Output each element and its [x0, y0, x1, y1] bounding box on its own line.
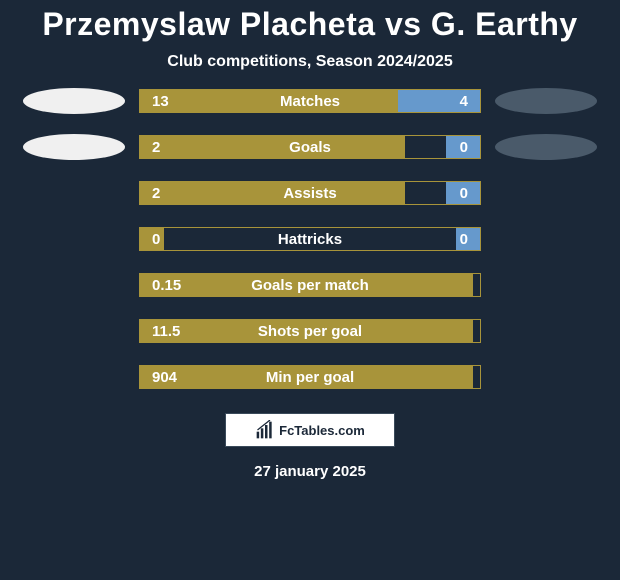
team-logo-left — [23, 88, 125, 114]
stat-bar: 0.15Goals per match — [139, 273, 481, 297]
stat-bar: 20Assists — [139, 181, 481, 205]
page-title: Przemyslaw Placheta vs G. Earthy — [42, 6, 577, 43]
bar-left-fill — [140, 182, 405, 204]
stat-value-right: 0 — [460, 228, 468, 252]
stat-row: 11.5Shots per goal — [0, 319, 620, 343]
stat-value-right: 0 — [460, 182, 468, 206]
stat-row: 0.15Goals per match — [0, 273, 620, 297]
stat-bar: 134Matches — [139, 89, 481, 113]
logo-slot-left — [9, 88, 139, 114]
brand-text: FcTables.com — [279, 423, 365, 438]
bar-left-fill — [140, 366, 473, 388]
stat-bar: 20Goals — [139, 135, 481, 159]
stat-bar: 11.5Shots per goal — [139, 319, 481, 343]
stat-rows: 134Matches20Goals20Assists00Hattricks0.1… — [0, 89, 620, 389]
stat-bar: 0 0Hattricks — [139, 227, 481, 251]
bar-left-fill — [140, 274, 473, 296]
logo-slot-right — [481, 88, 611, 114]
brand-box[interactable]: FcTables.com — [225, 413, 395, 447]
stat-value-left: 0.15 — [152, 274, 181, 298]
stat-value-left: 11.5 — [152, 320, 180, 344]
stat-value-left: 2 — [152, 136, 160, 160]
team-logo-right — [495, 88, 597, 114]
stat-value-left: 2 — [152, 182, 160, 206]
stat-label: Hattricks — [140, 228, 480, 252]
stat-value-left: 0 — [152, 228, 160, 252]
stat-value-left: 13 — [152, 90, 169, 114]
comparison-card: Przemyslaw Placheta vs G. Earthy Club co… — [0, 0, 620, 580]
stat-value-right: 4 — [460, 90, 468, 114]
logo-slot-left — [9, 134, 139, 160]
stat-value-left: 904 — [152, 366, 177, 390]
brand-icon — [255, 420, 275, 440]
team-logo-left — [23, 134, 125, 160]
date-label: 27 january 2025 — [254, 463, 366, 480]
stat-row: 904Min per goal — [0, 365, 620, 389]
bar-left-fill — [140, 90, 398, 112]
stat-value-right: 0 — [460, 136, 468, 160]
stat-row: 20Goals — [0, 135, 620, 159]
team-logo-right — [495, 134, 597, 160]
stat-row: 0 0Hattricks — [0, 227, 620, 251]
stat-bar: 904Min per goal — [139, 365, 481, 389]
logo-slot-right — [481, 134, 611, 160]
bar-left-fill — [140, 136, 405, 158]
bar-left-fill — [140, 320, 473, 342]
subtitle: Club competitions, Season 2024/2025 — [167, 53, 452, 71]
stat-row: 134Matches — [0, 89, 620, 113]
stat-row: 20Assists — [0, 181, 620, 205]
